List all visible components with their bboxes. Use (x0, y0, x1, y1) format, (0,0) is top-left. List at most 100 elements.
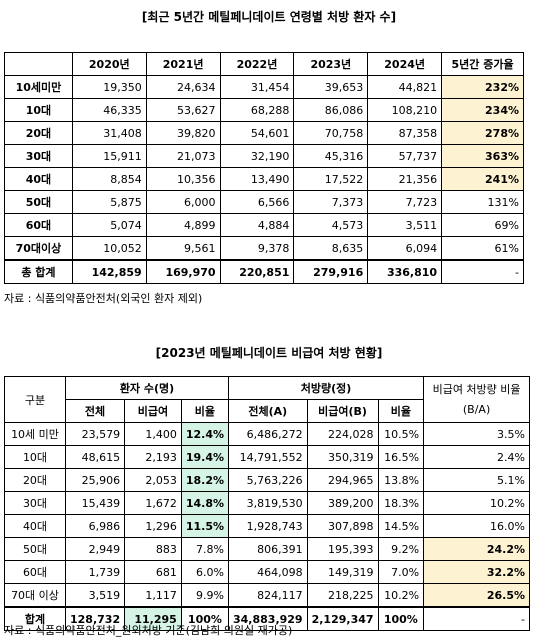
row-label: 10세미만 (4, 75, 73, 99)
total-ratio: - (423, 606, 530, 631)
cell-value: 10,356 (145, 167, 221, 191)
cell-value: 44,821 (367, 75, 443, 99)
cell-value: 10,052 (71, 236, 147, 261)
cell-value: 70,758 (293, 121, 369, 145)
cell-value: 5,875 (71, 190, 147, 214)
rx-cell: 350,319 (306, 445, 379, 469)
ratio-cell: 2.4% (423, 445, 530, 469)
rx-cell: 18.3% (377, 491, 425, 515)
patient-cell: 19.4% (180, 445, 230, 469)
patient-cell: 1,739 (64, 560, 126, 584)
table-row: 60대 1,739 681 6.0% 464,098 149,319 7.0% 32.2% (4, 560, 530, 584)
rx-cell: 218,225 (306, 583, 379, 608)
rx-cell: 294,965 (306, 468, 379, 492)
column-header: 2020년 (71, 52, 147, 76)
cell-value: 7,373 (293, 190, 369, 214)
patient-cell: 11.5% (180, 514, 230, 538)
total-patient: 11,295 (124, 606, 182, 631)
table-row: 20대 31,408 39,820 54,601 70,758 87,358 278% (4, 121, 524, 145)
growth-rate: 69% (441, 213, 524, 237)
total-rx: 2,129,347 (306, 606, 379, 631)
row-label: 30대 (4, 144, 73, 168)
cell-value: 45,316 (293, 144, 369, 168)
sub-header: 비급여(B) (306, 399, 379, 423)
rx-cell: 307,898 (306, 514, 379, 538)
row-label: 30대 (4, 491, 66, 515)
total-label: 합계 (4, 606, 66, 631)
cell-value: 68,288 (219, 98, 295, 122)
row-label: 50대 (4, 190, 73, 214)
row-label: 70대 이상 (4, 583, 66, 608)
column-header: 2023년 (293, 52, 369, 76)
cell-value: 4,884 (219, 213, 295, 237)
sub-header: 비율 (180, 399, 230, 423)
cell-value: 32,190 (219, 144, 295, 168)
table-row: 50대 2,949 883 7.8% 806,391 195,393 9.2% 24.2% (4, 537, 530, 561)
cell-value: 5,074 (71, 213, 147, 237)
cell-value: 39,653 (293, 75, 369, 99)
rx-cell: 9.2% (377, 537, 425, 561)
patient-cell: 1,117 (124, 583, 182, 608)
total-value: 336,810 (367, 259, 443, 284)
rx-cell: 5,763,226 (228, 468, 308, 492)
column-header: 2021년 (145, 52, 221, 76)
cell-value: 31,408 (71, 121, 147, 145)
sub-header: 비율 (377, 399, 425, 423)
cell-value: 15,911 (71, 144, 147, 168)
table-row: 60대 5,074 4,899 4,884 4,573 3,511 69% (4, 213, 524, 237)
patient-cell: 2,949 (64, 537, 126, 561)
age-prescription-table: 2020년 2021년 2022년 2023년 2024년 5년간 증가율 10세미만 19… (4, 52, 524, 284)
ratio-cell: 10.2% (423, 491, 530, 515)
rx-cell: 14,791,552 (228, 445, 308, 469)
row-label: 20대 (4, 121, 73, 145)
rx-cell: 16.5% (377, 445, 425, 469)
non-covered-prescription-table: 구분 환자 수(명) 처방량(정) 비급여 처방량 비율(B/A) 전체 비급여 비… (4, 376, 530, 631)
table-row: 10세 미만 23,579 1,400 12.4% 6,486,272 224,028 10… (4, 422, 530, 446)
total-patient: 128,732 (64, 606, 126, 631)
cell-value: 6,094 (367, 236, 443, 261)
patient-cell: 12.4% (180, 422, 230, 446)
row-label: 60대 (4, 560, 66, 584)
growth-rate: 278% (441, 121, 524, 145)
ratio-cell: 5.1% (423, 468, 530, 492)
table-row: 70대이상 10,052 9,561 9,378 8,635 6,094 61% (4, 236, 524, 261)
table-row: 30대 15,911 21,073 32,190 45,316 57,737 363% (4, 144, 524, 168)
patient-cell: 1,672 (124, 491, 182, 515)
cell-value: 24,634 (145, 75, 221, 99)
cell-value: 4,573 (293, 213, 369, 237)
growth-rate: 363% (441, 144, 524, 168)
sub-header: 전체(A) (228, 399, 308, 423)
total-value: 142,859 (71, 259, 147, 284)
cell-value: 17,522 (293, 167, 369, 191)
cell-value: 87,358 (367, 121, 443, 145)
row-label: 60대 (4, 213, 73, 237)
rx-cell: 7.0% (377, 560, 425, 584)
rx-cell: 10.5% (377, 422, 425, 446)
row-label: 70대이상 (4, 236, 73, 261)
column-header: 5년간 증가율 (441, 52, 524, 76)
cell-value: 8,635 (293, 236, 369, 261)
cell-value: 31,454 (219, 75, 295, 99)
rx-cell: 464,098 (228, 560, 308, 584)
sub-header: 전체 (64, 399, 126, 423)
table-row: 40대 8,854 10,356 13,490 17,522 21,356 241% (4, 167, 524, 191)
table-row: 10대 48,615 2,193 19.4% 14,791,552 350,319 16.5… (4, 445, 530, 469)
header-group: 구분 (4, 376, 66, 423)
patient-cell: 6.0% (180, 560, 230, 584)
cell-value: 6,566 (219, 190, 295, 214)
column-header (4, 52, 73, 76)
cell-value: 7,723 (367, 190, 443, 214)
patient-cell: 15,439 (64, 491, 126, 515)
ratio-cell: 32.2% (423, 560, 530, 584)
cell-value: 21,073 (145, 144, 221, 168)
rx-cell: 195,393 (306, 537, 379, 561)
row-label: 20대 (4, 468, 66, 492)
cell-value: 19,350 (71, 75, 147, 99)
row-label: 10대 (4, 445, 66, 469)
column-header: 2022년 (219, 52, 295, 76)
cell-value: 86,086 (293, 98, 369, 122)
table-row: 70대 이상 3,519 1,117 9.9% 824,117 218,225 10.2% 2… (4, 583, 530, 608)
row-label: 40대 (4, 514, 66, 538)
table-row: 30대 15,439 1,672 14.8% 3,819,530 389,200 18.3%… (4, 491, 530, 515)
table-row: 40대 6,986 1,296 11.5% 1,928,743 307,898 14.5% 1… (4, 514, 530, 538)
